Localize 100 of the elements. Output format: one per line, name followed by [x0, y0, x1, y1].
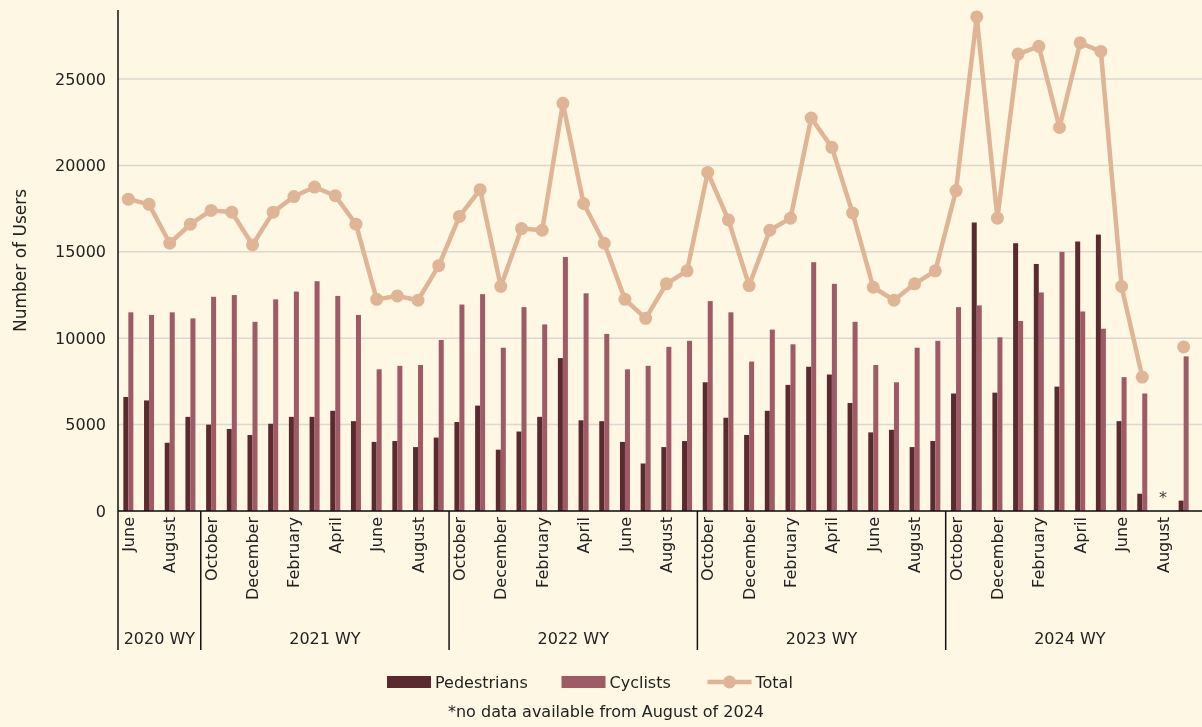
text: 2020 WY — [123, 629, 196, 648]
bar — [1116, 421, 1122, 511]
bar — [666, 346, 672, 511]
x-tick-label: February — [1029, 517, 1049, 588]
point — [721, 213, 735, 227]
bar — [562, 257, 568, 511]
bar — [475, 405, 481, 511]
bar — [976, 305, 982, 511]
point — [908, 277, 922, 291]
point — [866, 280, 880, 294]
point — [1115, 279, 1129, 293]
bar — [1080, 311, 1086, 511]
point — [411, 293, 425, 307]
bar — [1121, 377, 1127, 511]
bar — [599, 421, 605, 511]
bar — [1075, 241, 1081, 511]
point — [473, 183, 487, 197]
bar — [1033, 263, 1039, 511]
bar — [1013, 243, 1019, 511]
bar — [123, 396, 129, 511]
bar — [226, 428, 232, 511]
bar — [702, 382, 708, 511]
bar — [640, 463, 646, 511]
bar — [371, 441, 377, 511]
bar — [682, 441, 688, 511]
x-tick-label: June — [367, 517, 387, 553]
bar — [454, 422, 460, 511]
bar — [1137, 493, 1143, 511]
point — [680, 264, 694, 278]
bar — [749, 361, 755, 511]
bar — [350, 421, 356, 511]
bar — [806, 366, 812, 511]
bar — [935, 340, 941, 511]
point — [1053, 120, 1066, 134]
point — [1073, 36, 1087, 50]
annotation: * — [1158, 488, 1167, 507]
point — [452, 209, 466, 223]
bar — [1038, 292, 1044, 511]
point — [659, 277, 673, 291]
bar — [537, 416, 543, 511]
bar — [144, 400, 150, 511]
bar — [418, 365, 424, 511]
point — [639, 311, 653, 325]
bar — [335, 295, 341, 511]
bar — [1183, 356, 1189, 511]
bar — [376, 369, 382, 511]
bar — [790, 344, 796, 511]
point — [121, 192, 135, 206]
y-tick-label: 20000 — [55, 156, 106, 176]
x-tick-label: August — [408, 517, 428, 573]
text: 2022 WY — [537, 629, 610, 648]
bar — [252, 321, 258, 511]
text: 2024 WY — [1034, 629, 1106, 648]
bar — [624, 369, 630, 511]
bar — [516, 431, 522, 511]
point — [1032, 39, 1046, 53]
point — [804, 111, 818, 125]
bar — [992, 392, 998, 511]
bar — [314, 281, 320, 511]
bar — [293, 291, 299, 511]
bar — [268, 423, 274, 511]
bar — [930, 441, 936, 511]
bar — [868, 432, 874, 511]
bar — [557, 358, 563, 511]
bar — [392, 441, 398, 511]
bar — [744, 434, 750, 511]
point — [825, 140, 839, 154]
point — [887, 293, 901, 307]
bar — [480, 294, 486, 511]
bar — [211, 296, 217, 511]
bar — [438, 339, 444, 511]
point — [163, 236, 177, 250]
x-tick-label: December — [243, 516, 263, 600]
bar — [190, 318, 196, 511]
y-tick-label: 25000 — [55, 69, 106, 89]
bar — [831, 283, 837, 511]
point — [266, 205, 280, 219]
bar — [707, 301, 713, 511]
bar — [604, 333, 610, 511]
legend-label: Total — [754, 672, 793, 692]
text: 2021 WY — [289, 629, 361, 648]
point — [949, 184, 963, 198]
bar — [397, 365, 403, 511]
point — [225, 205, 239, 219]
x-tick-label: August — [160, 517, 180, 573]
bar — [785, 384, 791, 511]
bar — [769, 329, 775, 511]
bar — [231, 295, 237, 511]
point — [763, 223, 777, 237]
bar — [873, 365, 879, 511]
x-tick-label: February — [284, 517, 304, 588]
x-tick-label: August — [656, 517, 676, 573]
point — [928, 264, 942, 278]
text: 2023 WY — [785, 629, 858, 648]
bar — [247, 434, 253, 511]
text: *no data available from August of 2024 — [447, 702, 765, 721]
bar — [521, 307, 527, 511]
bar — [888, 429, 894, 511]
bar — [811, 262, 817, 511]
bar — [1100, 328, 1106, 511]
